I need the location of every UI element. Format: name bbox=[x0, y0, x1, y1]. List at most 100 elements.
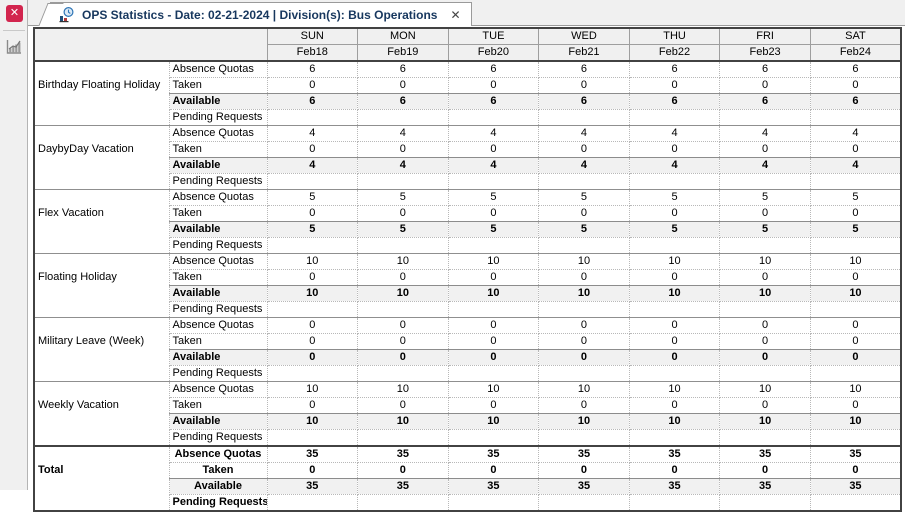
value-cell: 0 bbox=[719, 349, 811, 366]
value-cell: 6 bbox=[628, 60, 721, 78]
category-group: Floating Holiday Absence Quotas 10 10 10 10 10… bbox=[33, 253, 902, 318]
value-cell: 5 bbox=[719, 189, 811, 206]
app-window: ✕ OPS Sta bbox=[0, 0, 905, 490]
value-cell: 6 bbox=[628, 93, 721, 110]
value-cell: 0 bbox=[447, 317, 540, 334]
value-cell: 35 bbox=[719, 478, 811, 495]
table-row: Taken 0 0 0 0 0 0 0 bbox=[34, 141, 902, 158]
table-row: Pending Requests bbox=[34, 237, 902, 254]
value-cell: 6 bbox=[809, 60, 902, 78]
value-cell: 4 bbox=[447, 125, 540, 142]
metric-label-cell: Pending Requests bbox=[168, 301, 268, 318]
value-cell: 10 bbox=[266, 381, 359, 398]
value-cell: 6 bbox=[357, 60, 449, 78]
metric-label-cell: Taken bbox=[168, 333, 268, 350]
value-cell: 10 bbox=[266, 253, 359, 270]
value-cell bbox=[357, 237, 449, 254]
value-cell: 5 bbox=[266, 189, 359, 206]
day-header: WED bbox=[538, 27, 630, 45]
day-header-row: SUN MON TUE WED THU FRI SAT bbox=[33, 27, 902, 62]
value-cell: 0 bbox=[719, 269, 811, 286]
value-cell bbox=[266, 109, 359, 126]
value-cell bbox=[809, 301, 902, 318]
metric-label-cell: Taken bbox=[168, 462, 268, 479]
date-header: Feb24 bbox=[809, 44, 902, 62]
value-cell: 10 bbox=[266, 413, 359, 430]
value-cell: 10 bbox=[538, 413, 630, 430]
metric-label-cell: Available bbox=[168, 285, 268, 302]
close-panel-button[interactable]: ✕ bbox=[6, 5, 23, 22]
metric-label-cell: Absence Quotas bbox=[168, 253, 268, 270]
value-cell: 0 bbox=[538, 317, 630, 334]
value-cell: 5 bbox=[266, 221, 359, 238]
value-cell: 10 bbox=[628, 285, 721, 302]
tab-ops-statistics[interactable]: OPS Statistics - Date: 02-21-2024 | Divi… bbox=[38, 2, 472, 27]
value-cell bbox=[538, 429, 630, 447]
metric-label-cell: Taken bbox=[168, 397, 268, 414]
value-cell bbox=[357, 109, 449, 126]
value-cell bbox=[538, 301, 630, 318]
value-cell: 10 bbox=[538, 381, 630, 398]
table-row: Floating Holiday Absence Quotas 10 10 10 10 10… bbox=[33, 253, 902, 318]
value-cell: 10 bbox=[447, 253, 540, 270]
value-cell: 0 bbox=[809, 77, 902, 94]
value-cell: 0 bbox=[447, 141, 540, 158]
value-cell: 0 bbox=[628, 269, 721, 286]
value-cell: 0 bbox=[266, 349, 359, 366]
value-cell: 10 bbox=[447, 413, 540, 430]
value-cell: 6 bbox=[266, 60, 359, 78]
value-cell: 5 bbox=[809, 221, 902, 238]
value-cell: 35 bbox=[538, 445, 630, 463]
table-row: Total Absence Quotas 35 35 35 35 35 35 35 bbox=[33, 445, 902, 512]
value-cell bbox=[719, 494, 811, 512]
value-cell bbox=[447, 237, 540, 254]
tab-close-icon[interactable]: ✕ bbox=[450, 7, 461, 22]
value-cell bbox=[628, 494, 721, 512]
value-cell: 0 bbox=[266, 397, 359, 414]
metric-label-cell: Available bbox=[168, 157, 268, 174]
value-cell: 0 bbox=[357, 317, 449, 334]
value-cell: 0 bbox=[809, 349, 902, 366]
value-cell bbox=[447, 301, 540, 318]
category-group: Weekly Vacation Absence Quotas 10 10 10 10 10 1… bbox=[33, 381, 902, 447]
value-cell bbox=[266, 429, 359, 447]
value-cell: 4 bbox=[628, 125, 721, 142]
metric-label-cell: Available bbox=[168, 478, 268, 495]
ops-statistics-icon bbox=[58, 6, 75, 23]
value-cell: 0 bbox=[719, 77, 811, 94]
value-cell: 10 bbox=[628, 381, 721, 398]
day-header: MON bbox=[357, 27, 449, 45]
value-cell: 4 bbox=[266, 125, 359, 142]
value-cell: 0 bbox=[357, 205, 449, 222]
value-cell: 5 bbox=[447, 189, 540, 206]
value-cell: 10 bbox=[538, 253, 630, 270]
value-cell: 10 bbox=[809, 381, 902, 398]
value-cell: 10 bbox=[809, 253, 902, 270]
value-cell: 10 bbox=[357, 413, 449, 430]
total-group: Total Absence Quotas 35 35 35 35 35 35 35 Taken 0 0… bbox=[33, 445, 902, 512]
value-cell: 0 bbox=[809, 333, 902, 350]
table-row: Military Leave (Week) Absence Quotas 0 0 0 0 0… bbox=[33, 317, 902, 382]
value-cell: 0 bbox=[266, 205, 359, 222]
table-row: Weekly Vacation Absence Quotas 10 10 10 10 10 1… bbox=[33, 381, 902, 447]
value-cell: 6 bbox=[809, 93, 902, 110]
metric-label-cell: Absence Quotas bbox=[168, 189, 268, 206]
metric-label-cell: Available bbox=[168, 221, 268, 238]
value-cell: 10 bbox=[719, 381, 811, 398]
day-header: THU bbox=[628, 27, 721, 45]
value-cell: 0 bbox=[628, 397, 721, 414]
corner-header-cell bbox=[33, 27, 268, 62]
value-cell bbox=[628, 109, 721, 126]
value-cell: 0 bbox=[809, 317, 902, 334]
statistics-chart-icon[interactable] bbox=[5, 38, 23, 56]
metric-label-cell: Pending Requests bbox=[168, 173, 268, 190]
value-cell: 10 bbox=[719, 413, 811, 430]
metric-label-cell: Pending Requests bbox=[168, 109, 268, 126]
value-cell bbox=[357, 494, 449, 512]
value-cell: 10 bbox=[628, 413, 721, 430]
value-cell: 0 bbox=[628, 333, 721, 350]
value-cell bbox=[809, 365, 902, 382]
value-cell: 10 bbox=[357, 285, 449, 302]
category-group: Flex Vacation Absence Quotas 5 5 5 5 5 5 5 Taken 0… bbox=[33, 189, 902, 254]
value-cell bbox=[266, 237, 359, 254]
